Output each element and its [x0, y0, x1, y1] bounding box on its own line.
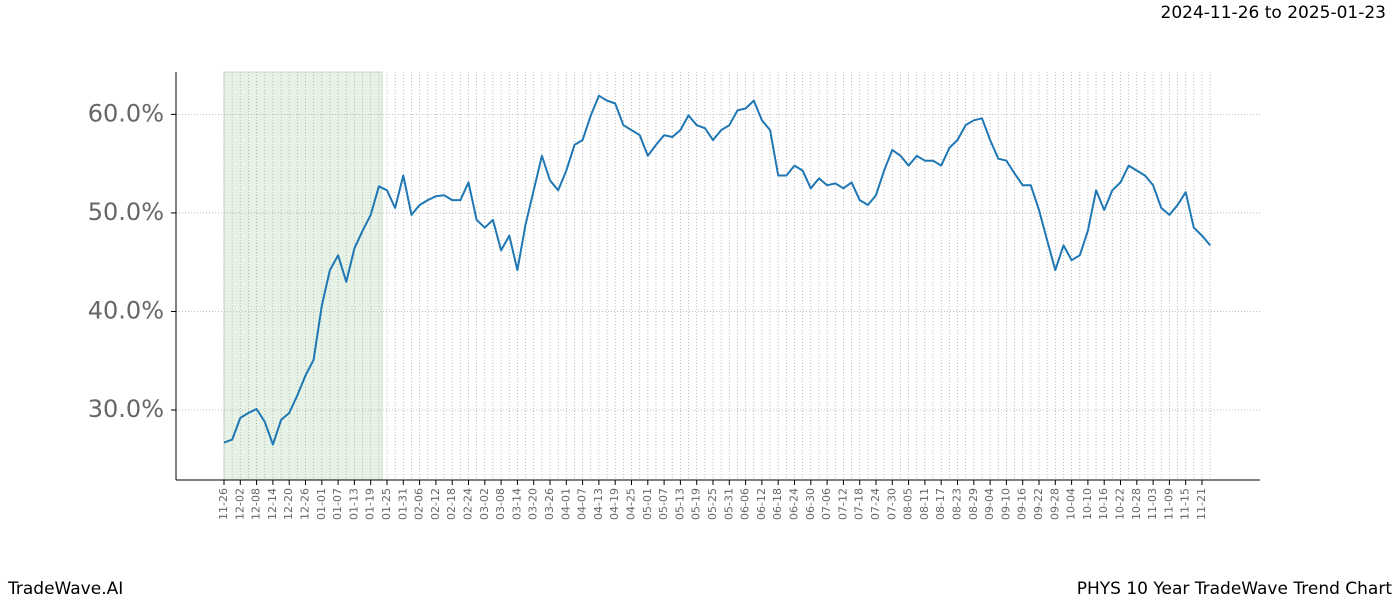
x-tick-label: 07-24	[869, 488, 882, 520]
x-tick-label: 07-12	[836, 488, 849, 520]
x-tick-label: 02-06	[413, 488, 426, 520]
x-tick-label: 12-08	[250, 488, 263, 520]
x-tick-label: 11-21	[1195, 488, 1208, 520]
caption: PHYS 10 Year TradeWave Trend Chart	[1077, 579, 1393, 599]
x-tick-label: 10-22	[1114, 488, 1127, 520]
x-tick-label: 09-04	[983, 488, 996, 520]
x-tick-label: 03-26	[543, 488, 556, 520]
x-tick-label: 04-25	[625, 488, 638, 520]
x-tick-label: 05-25	[706, 488, 719, 520]
line	[223, 94, 1211, 446]
x-tick-label: 01-31	[396, 488, 409, 520]
x-tick-label: 01-25	[380, 488, 393, 520]
x-tick-label: 01-19	[364, 488, 377, 520]
x-tick-label: 08-11	[918, 488, 931, 520]
x-tick-label: 10-16	[1097, 488, 1110, 520]
x-tick-label: 05-07	[657, 488, 670, 520]
x-tick-label: 03-08	[494, 488, 507, 520]
x-tick-label: 10-04	[1065, 488, 1078, 520]
chart-title: 2024-11-26 to 2025-01-23	[1161, 3, 1386, 23]
x-tick-label: 07-30	[885, 488, 898, 520]
x-tick-label: 04-19	[608, 488, 621, 520]
x-tick-label: 11-03	[1146, 488, 1159, 520]
y-tick-label: 60.0%	[88, 99, 164, 127]
y-tick-label: 30.0%	[88, 395, 164, 423]
x-tick-label: 03-14	[510, 488, 523, 520]
x-tick-label: 02-18	[445, 488, 458, 520]
x-tick-label: 05-19	[690, 488, 703, 520]
x-tick-label: 12-02	[233, 488, 246, 520]
x-tick-label: 04-01	[559, 488, 572, 520]
x-tick-label: 06-06	[739, 488, 752, 520]
x-tick-label: 07-18	[853, 488, 866, 520]
x-tick-label: 08-23	[951, 488, 964, 520]
x-tick-label: 03-02	[478, 488, 491, 520]
x-tick-label: 11-09	[1162, 488, 1175, 520]
x-tick-label: 10-10	[1081, 488, 1094, 520]
x-tick-label: 06-12	[755, 488, 768, 520]
x-tick-label: 12-14	[266, 488, 279, 520]
x-tick-label: 08-29	[967, 488, 980, 520]
y-tick-label: 40.0%	[88, 296, 164, 324]
x-tick-label: 04-13	[592, 488, 605, 520]
x-tick-label: 10-28	[1130, 488, 1143, 520]
x-tick-label: 11-15	[1179, 488, 1192, 520]
x-tick-label: 07-06	[820, 488, 833, 520]
x-tick-label: 08-17	[934, 488, 947, 520]
plot	[223, 94, 1211, 446]
x-tick-label: 11-26	[217, 488, 230, 520]
x-tick-label: 06-24	[788, 488, 801, 520]
x-tick-label: 01-07	[331, 488, 344, 520]
x-tick-label: 02-12	[429, 488, 442, 520]
x-tick-label: 05-13	[673, 488, 686, 520]
highlight-band	[223, 71, 383, 481]
x-tick-label: 09-16	[1016, 488, 1029, 520]
x-tick-label: 05-01	[641, 488, 654, 520]
x-tick-label: 08-05	[902, 488, 915, 520]
x-tick-label: 12-20	[282, 488, 295, 520]
x-tick-label: 09-10	[999, 488, 1012, 520]
x-tick-label: 05-31	[722, 488, 735, 520]
x-tick-label: 03-20	[527, 488, 540, 520]
x-tick-label: 01-01	[315, 488, 328, 520]
x-tick-label: 09-28	[1048, 488, 1061, 520]
brand: TradeWave.AI	[7, 579, 123, 599]
x-tick-label: 12-26	[299, 488, 312, 520]
x-tick-label: 09-22	[1032, 488, 1045, 520]
grid	[171, 72, 1260, 485]
x-tick-label: 06-18	[771, 488, 784, 520]
x-tick-label: 06-30	[804, 488, 817, 520]
x-tick-label: 02-24	[462, 488, 475, 520]
x-tick-label: 01-13	[347, 488, 360, 520]
x-tick-label: 04-07	[576, 488, 589, 520]
y-tick-label: 50.0%	[88, 198, 164, 226]
